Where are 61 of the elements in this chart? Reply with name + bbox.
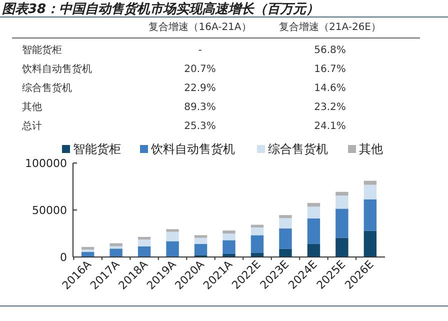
legend-label: 综合售货机	[268, 142, 328, 156]
bar	[336, 238, 348, 257]
bar	[336, 192, 348, 196]
legend-label: 智能货柜	[73, 142, 121, 156]
chart-title: 图表38：中国自动售货机市场实现高速增长（百万元）	[2, 1, 320, 17]
bar	[364, 199, 377, 231]
bar	[138, 246, 151, 257]
bar	[307, 244, 320, 257]
bar	[336, 208, 348, 238]
bar	[279, 215, 292, 218]
text: 智能货柜	[22, 44, 62, 56]
text: 56.8%	[314, 45, 346, 56]
bar	[364, 230, 377, 257]
bar	[279, 248, 292, 257]
bar	[194, 235, 208, 238]
text: 89.3%	[184, 102, 216, 113]
bar	[110, 248, 122, 257]
legend-label: 饮料自动售货机	[150, 142, 235, 156]
bar	[222, 234, 236, 240]
bar	[166, 229, 179, 232]
bar	[364, 180, 377, 185]
text: 14.6%	[314, 83, 346, 94]
text: 饮料自动售货机	[21, 63, 92, 75]
bar	[250, 224, 264, 228]
text: 总计	[21, 120, 42, 132]
bar	[166, 232, 179, 242]
bar	[364, 184, 377, 200]
bar	[222, 230, 236, 234]
bar	[336, 196, 348, 209]
y-tick-label: 50000	[32, 204, 67, 217]
y-tick-label: 0	[60, 250, 67, 264]
bar	[138, 236, 151, 240]
text: 16.7%	[314, 64, 346, 75]
text: 综合售货机	[22, 82, 72, 94]
bar	[250, 227, 264, 236]
bar	[307, 206, 320, 218]
text: 其他	[22, 101, 42, 113]
bar	[279, 218, 292, 228]
text: 复合增速（21A-26E）	[279, 21, 381, 33]
bar	[110, 243, 122, 246]
bar	[194, 238, 208, 244]
bar	[307, 218, 320, 244]
bar	[222, 240, 236, 254]
bar	[166, 241, 179, 257]
bar	[81, 246, 94, 250]
bar	[81, 252, 94, 257]
text: -	[198, 45, 202, 56]
bar	[138, 240, 151, 246]
bar	[307, 202, 320, 207]
y-tick-label: 100000	[25, 156, 67, 170]
bar	[279, 228, 292, 249]
text: 23.2%	[314, 102, 346, 113]
bar	[250, 235, 264, 253]
text: 24.1%	[314, 121, 346, 132]
text: 复合增速（16A-21A）	[148, 21, 252, 33]
text: 25.3%	[184, 121, 216, 132]
bar	[194, 244, 208, 256]
bar	[250, 252, 264, 257]
legend-label: 其他	[359, 142, 383, 156]
text: 20.7%	[184, 64, 216, 75]
text: 22.9%	[184, 83, 216, 94]
